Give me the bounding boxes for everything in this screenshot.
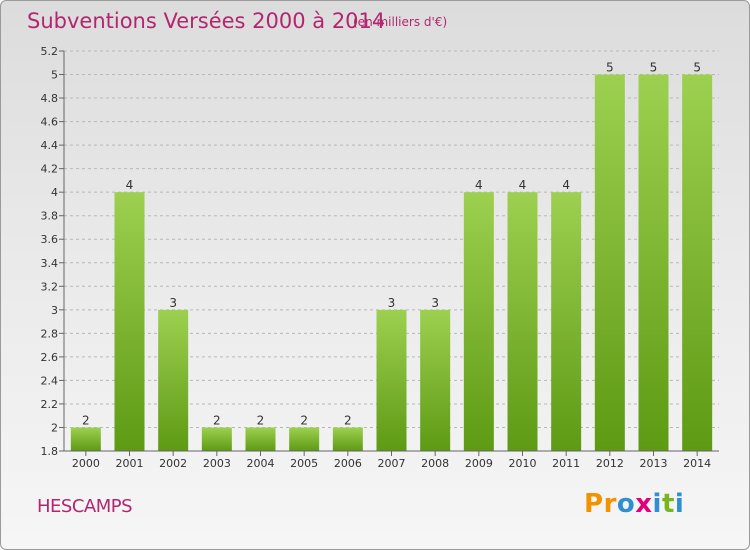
data-label: 2	[300, 413, 308, 427]
data-label: 3	[388, 296, 396, 310]
data-label: 2	[257, 413, 265, 427]
y-tick-label: 4.6	[41, 116, 59, 129]
bar-2012	[594, 74, 625, 451]
y-tick-label: 2.6	[41, 351, 59, 364]
data-label: 5	[650, 61, 658, 75]
bar-2010	[507, 192, 538, 452]
y-tick-label: 3.6	[41, 233, 59, 246]
data-label: 2	[344, 413, 352, 427]
data-label: 3	[169, 296, 177, 310]
y-tick-label: 3.4	[41, 257, 59, 270]
bar-2006	[332, 427, 363, 451]
x-tick-label: 2005	[290, 457, 318, 470]
x-tick-label: 2001	[116, 457, 144, 470]
y-tick-label: 4.4	[41, 139, 59, 152]
data-label: 5	[606, 61, 614, 75]
y-tick-label: 5.2	[41, 45, 59, 58]
bars-group	[70, 74, 713, 452]
y-tick-label: 2.8	[41, 327, 59, 340]
y-tick-label: 4	[51, 186, 58, 199]
data-label: 4	[562, 178, 570, 192]
bar-2003	[201, 427, 232, 451]
bar-2004	[245, 427, 276, 451]
x-axis: 2000 2001 2002 2003 2004 2005 2006 2007 2008 2009…	[64, 450, 719, 470]
y-tick-label: 5	[51, 69, 58, 82]
chart-title: Subventions Versées 2000 à 2014	[27, 9, 386, 33]
x-tick-label: 2002	[159, 457, 187, 470]
y-axis: 1.8 2 2.2 2.4 2.6 2.8 3 3.2 3.4 3.6 3.8 4 4.2 4.4 4.6 4…	[41, 45, 65, 458]
data-labels-group: 2 4 3 2 2 2 2 3 3 4 4 4 5 5 5	[82, 61, 701, 428]
proxiti-logo: Proxiti	[584, 489, 685, 519]
y-tick-label: 2.2	[41, 398, 59, 411]
data-label: 5	[693, 61, 701, 75]
bar-2013	[638, 74, 669, 451]
bar-2000	[70, 427, 101, 451]
y-tick-label: 3.8	[41, 210, 59, 223]
x-tick-label: 2006	[334, 457, 362, 470]
bar-2007	[376, 309, 407, 451]
x-tick-label: 2003	[203, 457, 231, 470]
x-tick-label: 2000	[72, 457, 100, 470]
x-tick-label: 2010	[509, 457, 537, 470]
data-label: 4	[475, 178, 483, 192]
x-tick-label: 2009	[465, 457, 493, 470]
x-tick-label: 2007	[378, 457, 406, 470]
x-tick-label: 2011	[552, 457, 580, 470]
bar-2009	[463, 192, 494, 452]
x-tick-label: 2008	[421, 457, 449, 470]
bar-2002	[158, 309, 189, 451]
data-label: 3	[431, 296, 439, 310]
x-tick-label: 2013	[640, 457, 668, 470]
data-label: 4	[126, 178, 134, 192]
data-label: 2	[213, 413, 221, 427]
y-tick-label: 1.8	[41, 445, 59, 458]
chart-subtitle: (en milliers d'€)	[353, 15, 448, 29]
bar-2008	[420, 309, 451, 451]
y-tick-label: 4.8	[41, 92, 59, 105]
x-tick-label: 2004	[247, 457, 275, 470]
place-name: HESCAMPS	[37, 496, 133, 517]
bar-2014	[682, 74, 713, 451]
y-tick-label: 3	[51, 304, 58, 317]
y-tick-label: 4.2	[41, 163, 59, 176]
y-tick-label: 2.4	[41, 374, 59, 387]
data-label: 2	[82, 413, 90, 427]
bar-2001	[114, 192, 145, 452]
data-label: 4	[519, 178, 527, 192]
x-tick-label: 2012	[596, 457, 624, 470]
x-tick-label: 2014	[683, 457, 711, 470]
bar-2005	[289, 427, 320, 451]
y-tick-label: 3.2	[41, 280, 59, 293]
y-tick-label: 2	[51, 421, 58, 434]
bar-2011	[551, 192, 582, 452]
